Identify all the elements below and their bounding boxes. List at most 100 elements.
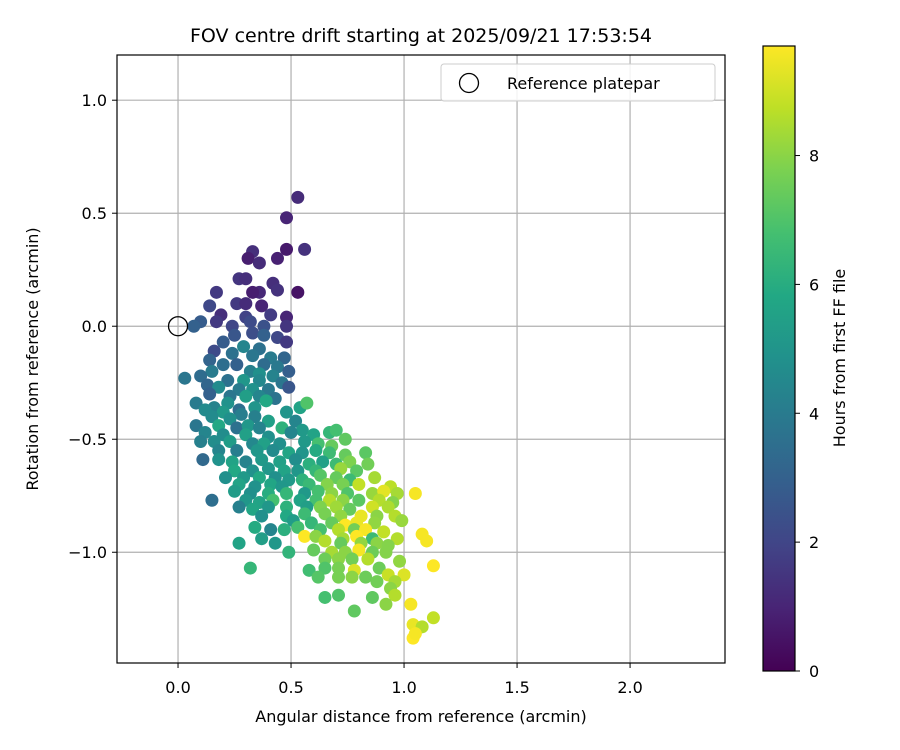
data-point — [397, 568, 411, 582]
data-point — [365, 590, 379, 604]
data-point — [284, 425, 298, 439]
data-point — [280, 319, 294, 333]
data-point — [379, 597, 393, 611]
data-point — [426, 559, 440, 573]
data-point — [329, 423, 343, 437]
data-point — [318, 507, 332, 521]
data-point — [237, 340, 251, 354]
data-point — [338, 432, 352, 446]
data-point — [225, 346, 239, 360]
data-point — [261, 462, 275, 476]
legend-marker — [458, 72, 480, 94]
data-point — [203, 387, 217, 401]
data-point — [261, 383, 275, 397]
data-point — [261, 500, 275, 514]
data-point — [318, 590, 332, 604]
data-point — [390, 532, 404, 546]
data-point — [379, 545, 393, 559]
data-point — [205, 493, 219, 507]
data-point — [426, 611, 440, 625]
data-point — [277, 351, 291, 365]
data-point — [298, 529, 312, 543]
colorbar-label: Hours from first FF file — [830, 269, 849, 448]
data-point — [291, 285, 305, 299]
data-point — [194, 369, 208, 383]
legend: Reference platepar — [440, 63, 716, 102]
data-point — [270, 251, 284, 265]
data-point — [216, 358, 230, 372]
x-tick-label: 0.5 — [278, 678, 303, 697]
data-point — [205, 364, 219, 378]
data-point — [246, 285, 260, 299]
data-point — [345, 570, 359, 584]
data-point — [313, 468, 327, 482]
data-point — [230, 444, 244, 458]
y-tick-label: −0.5 — [68, 430, 107, 449]
data-point — [372, 561, 386, 575]
data-point — [266, 369, 280, 383]
data-point — [359, 523, 373, 537]
data-point — [223, 434, 237, 448]
data-point — [282, 545, 296, 559]
data-point — [388, 588, 402, 602]
y-tick-label: 1.0 — [82, 91, 107, 110]
data-point — [221, 373, 235, 387]
data-point — [255, 453, 269, 467]
data-point — [280, 405, 294, 419]
chart-title: FOV centre drift starting at 2025/09/21 … — [190, 25, 652, 47]
data-point — [270, 283, 284, 297]
data-point — [239, 455, 253, 469]
data-point — [248, 520, 262, 534]
data-point — [203, 299, 217, 313]
colorbar-tick-label: 4 — [809, 404, 819, 423]
colorbar: 0 2 4 6 8 Hours from first FF file — [762, 45, 849, 681]
data-points — [178, 190, 440, 645]
data-point — [280, 211, 294, 225]
data-point — [298, 434, 312, 448]
data-point — [252, 373, 266, 387]
x-axis-ticks: 0.0 0.5 1.0 1.5 2.0 — [165, 663, 643, 697]
data-point — [255, 299, 269, 313]
data-point — [282, 364, 296, 378]
data-point — [277, 523, 291, 537]
data-point — [280, 335, 294, 349]
data-point — [255, 532, 269, 546]
colorbar-ticks: 0 2 4 6 8 — [795, 147, 819, 681]
data-point — [261, 414, 275, 428]
data-point — [352, 543, 366, 557]
data-point — [239, 297, 253, 311]
x-axis-label: Angular distance from reference (arcmin) — [255, 707, 586, 726]
data-point — [266, 444, 280, 458]
data-point — [332, 561, 346, 575]
data-point — [248, 410, 262, 424]
data-point — [395, 514, 409, 528]
data-point — [280, 500, 294, 514]
data-point — [359, 570, 373, 584]
data-point — [343, 502, 357, 516]
data-point — [291, 520, 305, 534]
data-point — [408, 627, 422, 641]
data-point — [239, 428, 253, 442]
data-point — [212, 444, 226, 458]
data-point — [232, 500, 246, 514]
colorbar-tick-label: 0 — [809, 662, 819, 681]
data-point — [377, 525, 391, 539]
data-point — [368, 516, 382, 530]
data-point — [205, 410, 219, 424]
data-point — [332, 570, 346, 584]
data-point — [223, 412, 237, 426]
data-point — [350, 464, 364, 478]
data-point — [212, 380, 226, 394]
data-point — [216, 335, 230, 349]
data-point — [178, 371, 192, 385]
data-point — [243, 315, 257, 329]
data-point — [295, 423, 309, 437]
data-point — [420, 534, 434, 548]
y-axis-label: Rotation from reference (arcmin) — [23, 227, 42, 490]
data-point — [246, 502, 260, 516]
y-axis-ticks: −1.0 −0.5 0.0 0.5 1.0 — [68, 91, 117, 562]
data-point — [228, 464, 242, 478]
legend-label: Reference platepar — [507, 74, 660, 93]
data-point — [361, 552, 375, 566]
